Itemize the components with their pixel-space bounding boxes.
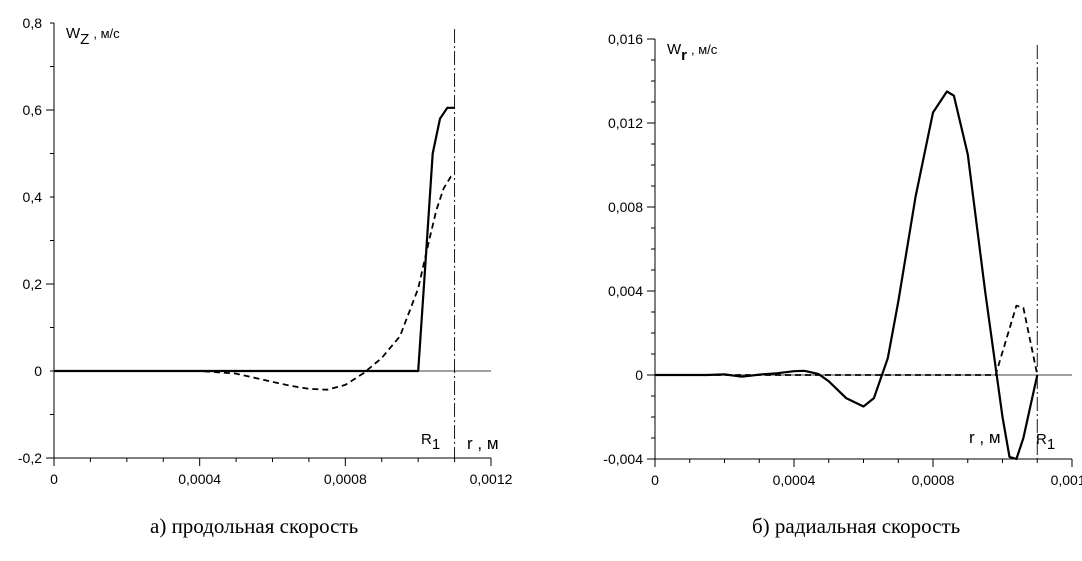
y-tick-label: -0,004 <box>603 451 643 467</box>
y-tick-label: 0,004 <box>608 283 643 299</box>
x-tick-label: 0 <box>50 471 58 487</box>
y-tick-label: 0,4 <box>23 189 43 205</box>
caption-radial: б) радиальная скорость <box>752 514 961 538</box>
x-tick-label: 0,0012 <box>1051 472 1082 488</box>
y-tick-label: -0,2 <box>18 450 42 466</box>
series-line-solid <box>655 90 1039 461</box>
x-tick-label: 0,0004 <box>773 472 816 488</box>
y-tick-label: 0,008 <box>608 199 643 215</box>
x-tick-label: 0 <box>651 472 659 488</box>
x-tick-label: 0,0008 <box>324 471 367 487</box>
y-tick-label: 0,2 <box>23 276 43 292</box>
y-tick-label: 0 <box>34 363 42 379</box>
y-tick-label: 0 <box>635 367 643 383</box>
x-tick-label: 0,0008 <box>912 472 955 488</box>
y-axis-label: WZ, м/с <box>66 25 120 48</box>
y-tick-label: 0,8 <box>23 15 43 31</box>
x-axis-label: r , м <box>969 428 1001 447</box>
y-tick-label: 0,016 <box>608 31 643 47</box>
y-axis-label: Wr, м/с <box>667 41 718 64</box>
x-axis-label: r , м <box>467 434 499 453</box>
y-tick-label: 0,6 <box>23 102 43 118</box>
r1-label: R1 <box>1036 431 1055 453</box>
caption-longitudinal: а) продольная скорость <box>150 514 359 538</box>
r1-label: R1 <box>421 431 440 453</box>
chart-radial-velocity: 0 0,0004 0,0008 0,0012 -0,004 0 0,004 0,008 0,01… <box>603 31 1082 488</box>
chart-longitudinal-velocity: 0 0,0004 0,0008 0,0012 -0,2 0 0,2 0,4 0,6 0,8 WZ, … <box>18 15 513 487</box>
series-line-solid <box>54 106 455 373</box>
series-line-dashed <box>54 174 455 391</box>
x-tick-label: 0,0004 <box>178 471 221 487</box>
series-line-dashed <box>655 304 1039 376</box>
y-tick-label: 0,012 <box>608 115 643 131</box>
x-tick-label: 0,0012 <box>470 471 513 487</box>
